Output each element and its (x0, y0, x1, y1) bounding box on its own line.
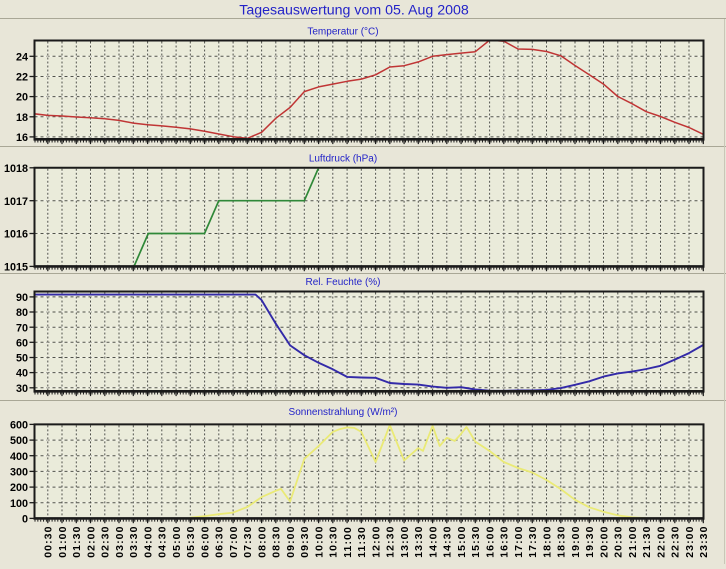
svg-text:1015: 1015 (4, 262, 28, 274)
svg-text:17:00: 17:00 (513, 525, 525, 557)
svg-text:100: 100 (10, 498, 28, 510)
svg-text:18:30: 18:30 (556, 525, 568, 557)
svg-text:03:30: 03:30 (128, 525, 140, 557)
svg-text:19:00: 19:00 (570, 525, 582, 557)
svg-text:22:30: 22:30 (670, 525, 682, 557)
svg-text:22:00: 22:00 (655, 525, 667, 557)
svg-text:1016: 1016 (4, 229, 28, 241)
svg-text:12:00: 12:00 (370, 525, 382, 557)
svg-text:70: 70 (16, 322, 28, 334)
svg-text:0: 0 (22, 514, 28, 526)
svg-text:04:30: 04:30 (157, 525, 169, 557)
svg-text:13:00: 13:00 (399, 525, 411, 557)
svg-text:00:30: 00:30 (43, 525, 55, 557)
svg-text:06:00: 06:00 (199, 525, 211, 557)
svg-text:300: 300 (10, 467, 28, 479)
svg-text:13:30: 13:30 (413, 525, 425, 557)
svg-text:23:30: 23:30 (698, 525, 710, 557)
svg-text:09:30: 09:30 (299, 525, 311, 557)
svg-text:10:30: 10:30 (328, 525, 340, 557)
svg-text:15:30: 15:30 (470, 525, 482, 557)
svg-text:200: 200 (10, 482, 28, 494)
svg-text:50: 50 (16, 353, 28, 365)
svg-text:03:00: 03:00 (114, 525, 126, 557)
svg-text:22: 22 (16, 72, 28, 84)
svg-text:24: 24 (16, 51, 28, 63)
svg-text:09:00: 09:00 (285, 525, 297, 557)
svg-text:600: 600 (10, 420, 28, 432)
svg-text:16:00: 16:00 (484, 525, 496, 557)
svg-text:16: 16 (16, 132, 28, 144)
svg-text:21:30: 21:30 (641, 525, 653, 557)
svg-text:21:00: 21:00 (627, 525, 639, 557)
svg-text:19:30: 19:30 (584, 525, 596, 557)
svg-text:23:00: 23:00 (684, 525, 696, 557)
svg-text:06:30: 06:30 (214, 525, 226, 557)
svg-text:02:00: 02:00 (85, 525, 97, 557)
svg-text:1018: 1018 (4, 163, 28, 175)
svg-text:11:30: 11:30 (356, 526, 368, 558)
svg-text:90: 90 (16, 292, 28, 304)
svg-text:07:00: 07:00 (228, 525, 240, 557)
svg-text:Sonnenstrahlung (W/m²): Sonnenstrahlung (W/m²) (289, 407, 398, 418)
svg-text:01:00: 01:00 (57, 525, 69, 557)
svg-text:17:30: 17:30 (527, 525, 539, 557)
svg-text:14:30: 14:30 (442, 525, 454, 557)
svg-text:60: 60 (16, 337, 28, 349)
svg-text:1017: 1017 (4, 196, 28, 208)
svg-text:15:00: 15:00 (456, 525, 468, 557)
svg-text:11:00: 11:00 (342, 526, 354, 558)
svg-text:05:00: 05:00 (171, 525, 183, 557)
svg-text:12:30: 12:30 (385, 525, 397, 557)
svg-text:40: 40 (16, 368, 28, 380)
svg-text:18: 18 (16, 112, 28, 124)
svg-text:18:00: 18:00 (541, 525, 553, 557)
svg-text:Temperatur (°C): Temperatur (°C) (307, 27, 378, 38)
svg-text:500: 500 (10, 435, 28, 447)
svg-text:20: 20 (16, 92, 28, 104)
svg-text:05:30: 05:30 (185, 525, 197, 557)
svg-text:16:30: 16:30 (499, 525, 511, 557)
svg-text:14:00: 14:00 (427, 525, 439, 557)
svg-text:08:30: 08:30 (271, 525, 283, 557)
svg-text:02:30: 02:30 (100, 525, 112, 557)
svg-text:08:00: 08:00 (256, 525, 268, 557)
svg-text:10:00: 10:00 (313, 525, 325, 557)
svg-text:30: 30 (16, 383, 28, 395)
svg-text:04:00: 04:00 (142, 525, 154, 557)
svg-text:07:30: 07:30 (242, 525, 254, 557)
svg-text:20:00: 20:00 (598, 525, 610, 557)
svg-text:20:30: 20:30 (613, 525, 625, 557)
svg-text:Luftdruck (hPa): Luftdruck (hPa) (309, 153, 377, 164)
svg-text:Tagesauswertung vom 05. Aug 20: Tagesauswertung vom 05. Aug 2008 (239, 3, 469, 19)
svg-text:01:30: 01:30 (71, 525, 83, 557)
svg-text:400: 400 (10, 451, 28, 463)
svg-text:80: 80 (16, 307, 28, 319)
svg-text:Rel. Feuchte (%): Rel. Feuchte (%) (305, 277, 380, 288)
